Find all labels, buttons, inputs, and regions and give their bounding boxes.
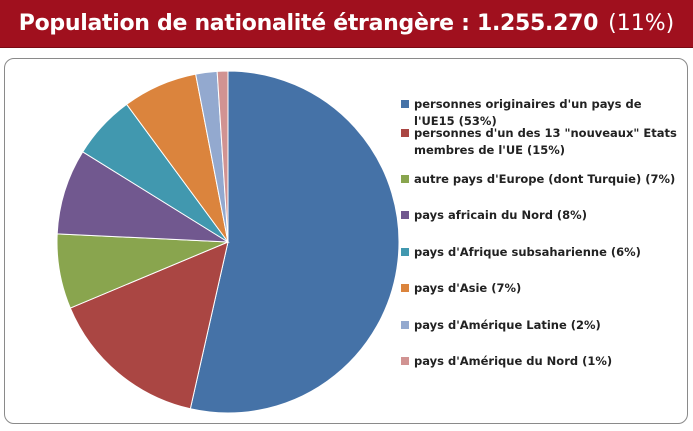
legend-label: autre pays d'Europe (dont Turquie) (7%) xyxy=(414,172,676,186)
legend-swatch xyxy=(401,357,409,365)
legend-label: pays africain du Nord (8%) xyxy=(414,208,587,222)
legend-label: personnes originaires d'un pays de l'UE1… xyxy=(414,97,642,128)
legend-swatch xyxy=(401,100,409,108)
legend-swatch xyxy=(401,248,409,256)
legend-swatch xyxy=(401,129,409,137)
chart-area: personnes originaires d'un pays de l'UE1… xyxy=(4,58,688,424)
legend-swatch xyxy=(401,284,409,292)
pie-slice-2 xyxy=(69,241,229,410)
chart-title-bar: Population de nationalité étrangère : 1.… xyxy=(0,0,693,48)
legend-label: personnes d'un des 13 "nouveaux" Etats m… xyxy=(414,126,677,157)
legend-swatch xyxy=(401,175,409,183)
legend-label: pays d'Amérique Latine (2%) xyxy=(414,318,601,332)
pie-slice-8 xyxy=(216,70,229,243)
legend-label: pays d'Amérique du Nord (1%) xyxy=(414,354,613,368)
chart-title: Population de nationalité étrangère : 1.… xyxy=(18,11,599,36)
pie-slice-1 xyxy=(189,70,400,414)
legend-swatch xyxy=(401,211,409,219)
legend-label: pays d'Afrique subsaharienne (6%) xyxy=(414,245,641,259)
legend-label: pays d'Asie (7%) xyxy=(414,281,522,295)
legend-swatch xyxy=(401,321,409,329)
chart-title-share: (11%) xyxy=(608,11,675,36)
pie-chart xyxy=(56,70,400,414)
